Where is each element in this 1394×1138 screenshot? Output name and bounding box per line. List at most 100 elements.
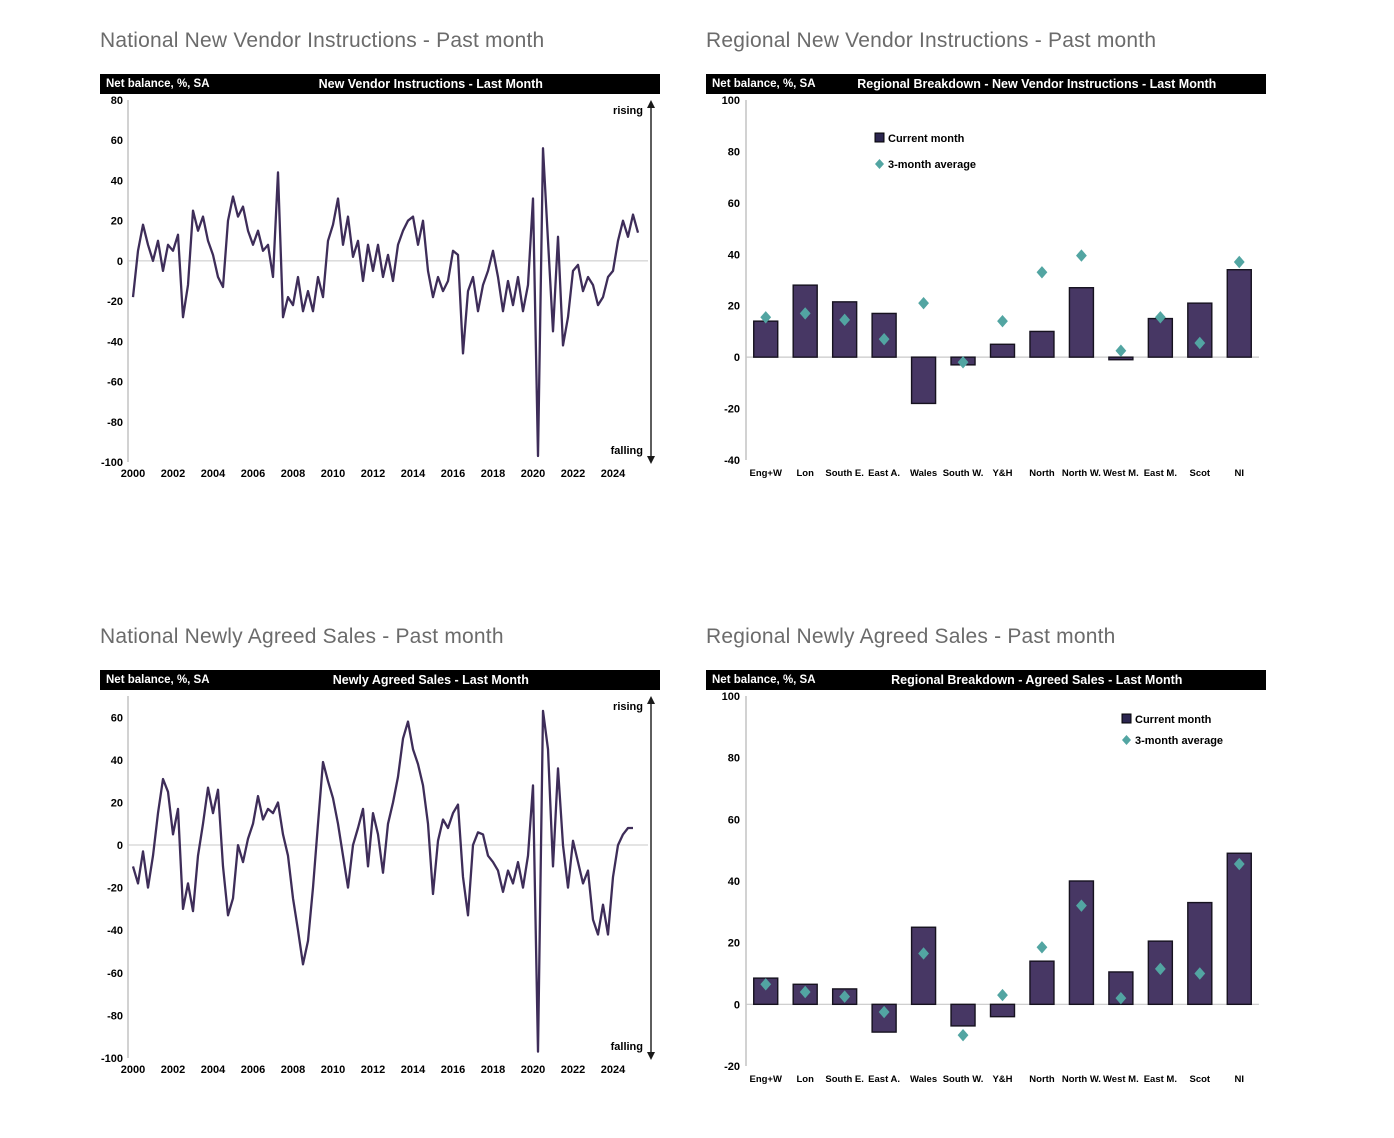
- marker-3-month-average: [799, 985, 811, 999]
- marker-3-month-average: [1076, 249, 1087, 262]
- rising-label: rising: [613, 701, 643, 713]
- marker-3-month-average: [760, 311, 772, 324]
- category-label: West M.: [1103, 468, 1139, 479]
- marker-3-month-average: [799, 307, 811, 320]
- x-tick-label: 2016: [441, 1064, 465, 1076]
- x-tick-label: 2014: [401, 1064, 426, 1076]
- x-tick-label: 2024: [601, 1064, 626, 1076]
- marker-3-month-average: [839, 313, 851, 327]
- x-tick-label: 2006: [241, 468, 265, 480]
- category-label: North: [1029, 468, 1055, 479]
- category-label: South E.: [825, 1074, 864, 1085]
- y-tick-label: 100: [722, 691, 740, 703]
- marker-3-month-average: [997, 988, 1008, 1002]
- x-tick-label: 2020: [521, 1064, 545, 1076]
- legend-square-icon: [1121, 713, 1132, 724]
- category-label: Lon: [796, 468, 814, 479]
- y-tick-label: 80: [111, 95, 123, 107]
- category-label: North: [1029, 1074, 1055, 1085]
- x-tick-label: 2008: [281, 1064, 305, 1076]
- legend-label-3-month-average: 3-month average: [1135, 735, 1223, 747]
- y-tick-label: -60: [107, 377, 123, 389]
- net-balance-series-line: [131, 709, 633, 1053]
- chart-title: Newly Agreed Sales - Last Month: [332, 673, 529, 687]
- bar-current-month: [753, 320, 779, 358]
- category-label: Wales: [910, 1074, 937, 1085]
- net-balance-series-line: [131, 147, 640, 458]
- y-tick-label: -100: [101, 457, 123, 469]
- panel-national-newly-agreed-sales: National Newly Agreed Sales - Past month…: [100, 622, 660, 1088]
- section-title-national-agreed-sales: National Newly Agreed Sales - Past month: [100, 625, 504, 648]
- marker-3-month-average: [1076, 899, 1087, 912]
- axis-unit-label: Net balance, %, SA: [106, 674, 210, 686]
- y-tick-label: -20: [107, 883, 123, 895]
- bar-current-month: [1108, 356, 1134, 361]
- marker-3-month-average: [1154, 962, 1166, 976]
- y-tick-label: 0: [734, 999, 740, 1011]
- y-tick-label: 20: [728, 938, 740, 950]
- category-label: Eng+W: [749, 1074, 781, 1085]
- bar-current-month: [1068, 287, 1095, 358]
- x-tick-label: 2002: [161, 468, 185, 480]
- x-tick-label: 2024: [601, 468, 626, 480]
- chart-header: Net balance, %, SA Regional Breakdown - …: [706, 670, 1266, 690]
- bar-current-month: [1226, 852, 1252, 1006]
- category-label: Wales: [910, 468, 937, 479]
- marker-3-month-average: [878, 332, 890, 346]
- y-tick-label: 0: [117, 256, 123, 268]
- chart-title: Regional Breakdown - New Vendor Instruct…: [857, 77, 1217, 91]
- chart-title: Regional Breakdown - Agreed Sales - Last…: [891, 673, 1183, 687]
- x-tick-label: 2018: [481, 1064, 505, 1076]
- line-chart-national-new-vendor: 80 60 40 20 0 -20 -40 -60 -80 -100 2000 2002 2004 200…: [100, 94, 660, 486]
- x-tick-label: 2004: [201, 1064, 226, 1076]
- y-tick-label: 20: [111, 216, 123, 228]
- x-tick-label: 2020: [521, 468, 545, 480]
- axis-unit-label: Net balance, %, SA: [106, 78, 210, 90]
- category-label: East M.: [1144, 1074, 1177, 1085]
- x-tick-label: 2000: [121, 1064, 145, 1076]
- y-tick-label: -20: [724, 1061, 740, 1073]
- marker-3-month-average: [997, 314, 1008, 328]
- y-tick-label: 60: [111, 135, 123, 147]
- category-label: Y&H: [992, 468, 1012, 479]
- marker-3-month-average: [839, 990, 851, 1003]
- chart-box: Net balance, %, SA Newly Agreed Sales - …: [100, 670, 660, 1082]
- chart-box: Net balance, %, SA Regional Breakdown - …: [706, 670, 1266, 1088]
- legend-square-icon: [874, 132, 885, 143]
- section-title-regional-agreed-sales: Regional Newly Agreed Sales - Past month: [706, 625, 1116, 648]
- marker-3-month-average: [1233, 255, 1245, 269]
- y-tick-label: -80: [107, 417, 123, 429]
- x-tick-label: 2000: [121, 468, 145, 480]
- x-tick-label: 2004: [201, 468, 226, 480]
- panel-regional-new-vendor-instructions: Regional New Vendor Instructions - Past …: [706, 26, 1266, 492]
- category-label: NI: [1235, 1074, 1245, 1085]
- line-chart-national-agreed-sales: 60 40 20 0 -20 -40 -60 -80 -100 2000 2002 2004 2006 2…: [100, 690, 660, 1082]
- y-tick-label: -20: [107, 296, 123, 308]
- falling-label: falling: [611, 445, 643, 457]
- chart-header: Net balance, %, SA Newly Agreed Sales - …: [100, 670, 660, 690]
- y-tick-label: -40: [107, 336, 123, 348]
- category-label: North W.: [1062, 1074, 1101, 1085]
- category-label: South W.: [943, 1074, 984, 1085]
- y-tick-label: 40: [111, 175, 123, 187]
- bar-current-month: [1029, 960, 1055, 1006]
- marker-3-month-average: [1115, 344, 1127, 357]
- bar-current-month: [910, 356, 937, 405]
- category-label: East A.: [868, 468, 900, 479]
- arrowhead-up-icon: [647, 100, 655, 108]
- chart-header: Net balance, %, SA New Vendor Instructio…: [100, 74, 660, 94]
- category-label: South E.: [825, 468, 864, 479]
- category-label: South W.: [943, 468, 984, 479]
- y-tick-label: 40: [111, 755, 123, 767]
- y-tick-label: -60: [107, 968, 123, 980]
- marker-3-month-average: [957, 356, 969, 369]
- y-tick-label: 0: [117, 840, 123, 852]
- y-tick-label: 40: [728, 876, 740, 888]
- x-tick-label: 2008: [281, 468, 305, 480]
- rising-label: rising: [613, 105, 643, 117]
- arrowhead-down-icon: [647, 456, 655, 464]
- regional-newly-agreed-sales-canvas: 100 80 60 40 20 0 -20 Eng+W Lon South E. East A. Wa…: [722, 691, 1259, 1085]
- legend-label-current-month: Current month: [1135, 714, 1212, 726]
- y-tick-label: -40: [724, 455, 740, 467]
